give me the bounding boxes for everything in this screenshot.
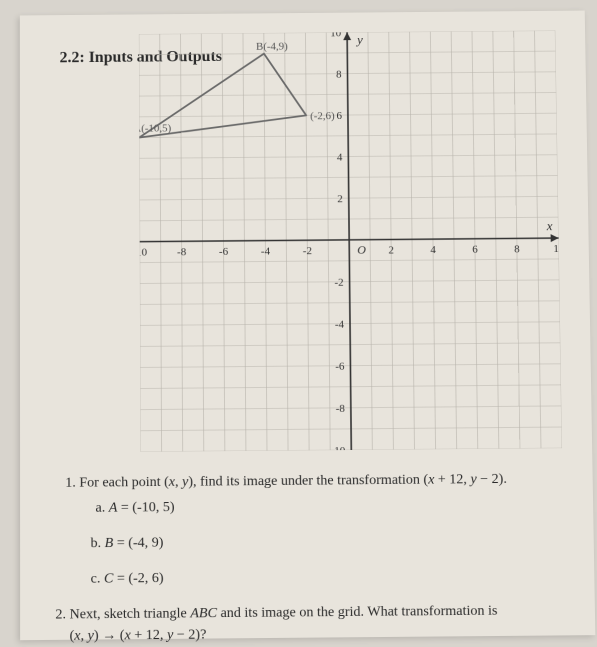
svg-text:-8: -8: [336, 403, 346, 415]
svg-text:O: O: [357, 243, 366, 257]
svg-text:10: 10: [330, 30, 342, 39]
svg-text:6: 6: [472, 244, 478, 256]
svg-text:2: 2: [388, 244, 394, 256]
question-1c: c. C = (-2, 6): [91, 568, 164, 590]
svg-text:B(-4,9): B(-4,9): [256, 41, 288, 53]
worksheet-page: 2.2: Inputs and Outputs -10-8-6-4-224681…: [20, 11, 595, 641]
svg-text:A(-10,5): A(-10,5): [139, 122, 172, 134]
svg-text:-6: -6: [219, 246, 229, 258]
question-2: 2. Next, sketch triangle ABC and its ima…: [55, 600, 575, 647]
svg-text:8: 8: [514, 243, 520, 255]
svg-text:x: x: [546, 218, 553, 233]
svg-text:6: 6: [336, 110, 342, 122]
svg-text:8: 8: [336, 69, 342, 81]
question-1: 1. For each point (x, y), find its image…: [65, 468, 573, 494]
question-1b: b. B = (-4, 9): [91, 532, 164, 554]
coordinate-grid: -10 -8 -6 -4 -2 2 4 6 8 10 -10 -8 -6 -4 -2 2 4 6 8 10 Ox y A(-…: [139, 30, 562, 451]
svg-text:4: 4: [430, 244, 436, 256]
svg-text:-6: -6: [335, 361, 345, 373]
svg-text:(-2,6): (-2,6): [310, 110, 335, 122]
question-1a: a. A = (-10, 5): [95, 497, 174, 519]
svg-text:-4: -4: [261, 245, 271, 257]
svg-text:-10: -10: [139, 247, 148, 259]
svg-text:2: 2: [337, 193, 343, 205]
svg-text:-8: -8: [177, 246, 187, 258]
svg-text:10: 10: [553, 243, 562, 255]
svg-text:y: y: [355, 32, 363, 47]
svg-text:-4: -4: [335, 319, 345, 331]
svg-text:-10: -10: [330, 445, 345, 452]
svg-text:-2: -2: [334, 277, 343, 289]
svg-text:-2: -2: [303, 245, 312, 257]
svg-text:4: 4: [337, 152, 343, 164]
